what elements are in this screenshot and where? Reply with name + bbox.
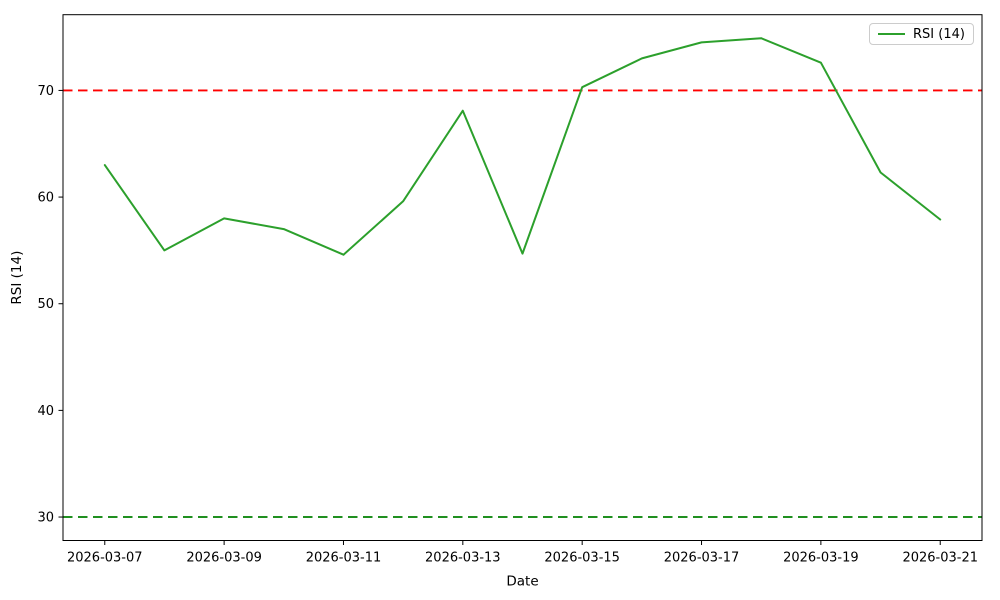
y-tick-label: 30 xyxy=(37,511,54,526)
legend-label: RSI (14) xyxy=(913,26,965,42)
y-axis-title: RSI (14) xyxy=(9,251,25,305)
y-tick-label: 60 xyxy=(37,191,54,206)
x-tick-label: 2026-03-21 xyxy=(902,551,978,566)
x-axis-title: Date xyxy=(506,574,538,590)
x-tick-label: 2026-03-13 xyxy=(425,551,501,566)
x-tick-label: 2026-03-19 xyxy=(783,551,859,566)
y-tick-label: 50 xyxy=(37,297,54,312)
axes-spines xyxy=(62,14,983,541)
y-tick-label: 70 xyxy=(37,84,54,99)
x-tick-label: 2026-03-07 xyxy=(67,551,143,566)
legend-line-sample xyxy=(878,33,905,35)
x-tick-label: 2026-03-09 xyxy=(186,551,262,566)
y-tick-label: 40 xyxy=(37,404,54,419)
x-tick-label: 2026-03-15 xyxy=(544,551,620,566)
rsi-line xyxy=(103,37,942,256)
x-tick-label: 2026-03-11 xyxy=(306,551,382,566)
legend: RSI (14) xyxy=(869,23,974,45)
x-tick-label: 2026-03-17 xyxy=(664,551,740,566)
